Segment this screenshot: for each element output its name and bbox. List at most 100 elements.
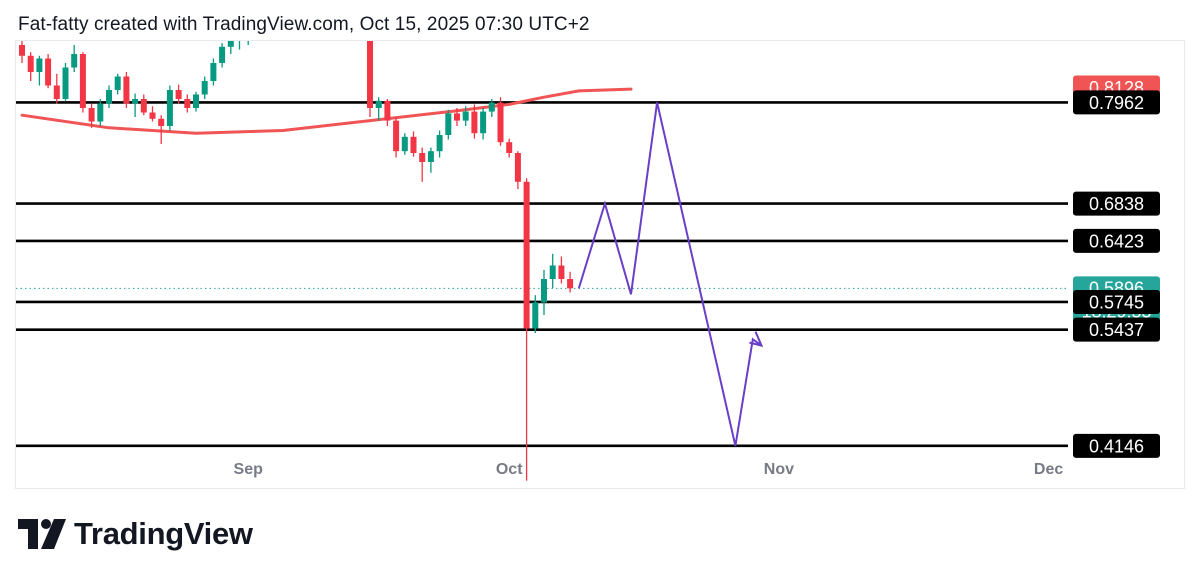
candle-12 (123, 72, 130, 108)
candle-58 (523, 178, 530, 481)
candle-body (514, 153, 521, 182)
candle-14 (140, 94, 147, 116)
candle-body (436, 135, 443, 152)
candle-body (140, 99, 147, 113)
price-label-value: 0.6838 (1089, 194, 1144, 214)
candle-10 (106, 85, 112, 108)
moving-average-line (20, 87, 633, 135)
candle-63 (567, 271, 574, 293)
candle-23 (219, 43, 226, 68)
candle-body (19, 45, 25, 56)
candle-body (201, 81, 208, 95)
tradingview-logo-icon (18, 519, 66, 549)
price-scale-labels: 0.81280.79620.68380.64230.589618:29:550.… (1073, 75, 1160, 458)
candle-20 (193, 91, 199, 112)
candle-7 (79, 52, 86, 113)
candle-4 (53, 73, 60, 104)
candle-54 (488, 99, 495, 117)
candle-body (193, 94, 199, 108)
candle-body (497, 102, 504, 143)
candle-42 (384, 99, 391, 126)
price-label-0-6838: 0.6838 (1073, 191, 1160, 216)
candle-24 (227, 41, 234, 54)
x-tick-label-oct: Oct (496, 461, 523, 478)
horizontal-levels (16, 101, 1068, 448)
brand-name: TradingView (74, 516, 253, 551)
price-label-0-6423: 0.6423 (1073, 228, 1160, 253)
candle-47 (427, 147, 434, 173)
candle-body (184, 99, 191, 108)
candle-40 (367, 41, 373, 117)
candle-48 (436, 130, 443, 158)
candle-21 (201, 76, 208, 99)
candle-49 (445, 109, 452, 140)
candle-56 (506, 138, 513, 158)
candle-body (45, 58, 52, 86)
x-tick-label-nov: Nov (764, 461, 794, 478)
candle-body (393, 120, 400, 152)
candle-body (558, 265, 565, 279)
chart[interactable]: Sep Oct Nov Dec 0.81280.79620.68380.64230.5… (0, 0, 1200, 500)
candle-2 (36, 55, 43, 86)
candle-body (97, 103, 104, 122)
candle-60 (541, 270, 547, 315)
price-label-value: 0.7962 (1089, 93, 1144, 113)
candle-body (53, 85, 60, 99)
price-label-0-5745: 0.5745 (1073, 289, 1160, 314)
candle-57 (514, 151, 521, 189)
candle-44 (401, 133, 408, 155)
candle-body (549, 265, 556, 279)
candle-body (166, 90, 173, 126)
candle-15 (149, 106, 156, 122)
candle-body (227, 41, 234, 47)
candle-5 (62, 63, 69, 101)
projection-group (577, 102, 764, 447)
candle-body (106, 90, 112, 104)
candle-body (506, 142, 513, 153)
candle-body (210, 63, 217, 81)
candle-body (79, 54, 86, 108)
candle-body (410, 136, 417, 153)
candle-41 (375, 97, 382, 121)
candle-body (123, 76, 130, 104)
candle-13 (132, 93, 139, 117)
candle-body (375, 100, 382, 108)
candles (19, 41, 574, 481)
x-tick-label-dec: Dec (1034, 461, 1063, 478)
price-label-0-4146: 0.4146 (1073, 433, 1160, 458)
candle-body (114, 76, 121, 90)
price-label-value: 0.6423 (1089, 231, 1144, 251)
projection-arrowhead (749, 331, 764, 348)
candle-8 (88, 103, 95, 128)
candle-body (523, 181, 530, 329)
candle-18 (175, 84, 182, 104)
candle-16 (158, 115, 165, 144)
x-axis: Sep Oct Nov Dec (234, 461, 1064, 478)
chart-frame (15, 40, 1185, 489)
candle-62 (558, 256, 565, 284)
moving-average-group (20, 87, 633, 135)
price-label-0-7962: 0.7962 (1073, 90, 1160, 115)
x-tick-label-sep: Sep (234, 461, 264, 478)
candle-61 (549, 253, 556, 288)
candle-body (219, 46, 226, 63)
candle-body (427, 151, 434, 162)
price-label-box (1073, 191, 1160, 216)
candle-0 (19, 41, 25, 63)
candle-11 (114, 73, 121, 95)
candle-body (445, 113, 452, 135)
candle-body (567, 279, 574, 289)
candle-body (88, 108, 95, 122)
chart-header: Fat-fatty created with TradingView.com, … (18, 14, 590, 35)
candle-body (532, 302, 539, 329)
candle-52 (471, 104, 478, 139)
candle-50 (454, 108, 460, 126)
candle-body (454, 113, 460, 121)
candle-body (462, 111, 469, 121)
candle-55 (497, 97, 504, 146)
candle-3 (45, 54, 52, 89)
candle-body (471, 111, 478, 134)
candle-45 (410, 131, 417, 157)
candle-17 (166, 85, 173, 131)
candle-body (149, 112, 156, 119)
